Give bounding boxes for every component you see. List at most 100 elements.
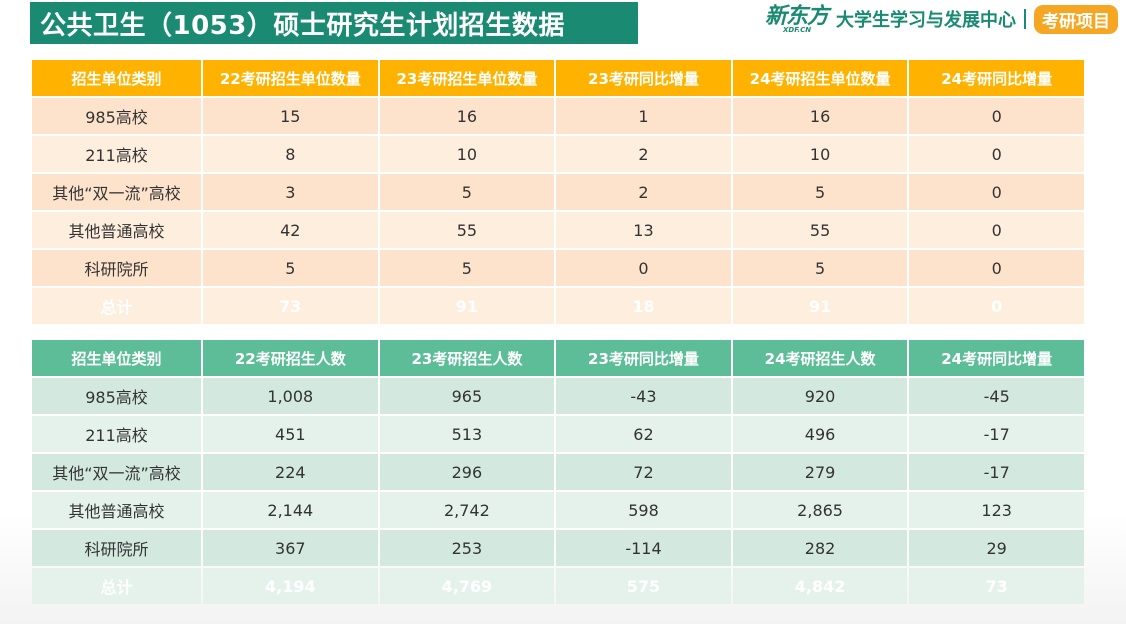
table-row: 211高校 8 10 2 10 0: [32, 136, 1084, 172]
table-cell: -45: [909, 378, 1084, 414]
table-cell: -17: [909, 416, 1084, 452]
table-cell: 1: [556, 98, 731, 134]
table-header-row: 招生单位类别 22考研招生单位数量 23考研招生单位数量 23考研同比增量 24…: [32, 60, 1084, 96]
table-cell: 5: [732, 174, 908, 210]
table-total-row: 总计 73 91 18 91 0: [32, 288, 1084, 324]
brand-header: 新东方 XDF.CN 大学生学习与发展中心 考研项目: [765, 4, 1118, 34]
table-cell: 16: [379, 98, 555, 134]
table-cell: 72: [556, 454, 731, 490]
table-cell: 985高校: [32, 378, 201, 414]
brand-tag-badge: 考研项目: [1034, 4, 1118, 34]
table-cell: 224: [203, 454, 378, 490]
table-cell: 1,008: [203, 378, 378, 414]
table-row: 211高校 451 513 62 496 -17: [32, 416, 1084, 452]
table-cell: 123: [909, 492, 1084, 528]
table-cell: 8: [203, 136, 378, 172]
table-cell: 3: [203, 174, 378, 210]
column-header: 23考研同比增量: [556, 60, 731, 96]
table-cell: 985高校: [32, 98, 201, 134]
total-cell: 18: [556, 288, 731, 324]
table-row: 科研院所 367 253 -114 282 29: [32, 530, 1084, 566]
table-cell: 2,144: [203, 492, 378, 528]
table-cell: 451: [203, 416, 378, 452]
table-cell: 15: [203, 98, 378, 134]
column-header: 22考研招生人数: [203, 340, 378, 376]
column-header: 24考研招生单位数量: [732, 60, 908, 96]
table-cell: -17: [909, 454, 1084, 490]
table-cell: 55: [379, 212, 555, 248]
logo-cn-text: 新东方: [764, 2, 829, 29]
table-cell: 5: [379, 250, 555, 286]
table-row: 科研院所 5 5 0 5 0: [32, 250, 1084, 286]
table-cell: 367: [203, 530, 378, 566]
page-title: 公共卫生（1053）硕士研究生计划招生数据: [30, 2, 638, 44]
table-total-row: 总计 4,194 4,769 575 4,842 73: [32, 568, 1084, 604]
table-cell: 2,865: [732, 492, 908, 528]
table-cell: 5: [732, 250, 908, 286]
column-header: 23考研同比增量: [556, 340, 731, 376]
table-cell: -114: [556, 530, 731, 566]
table-row: 其他普通高校 2,144 2,742 598 2,865 123: [32, 492, 1084, 528]
enrollment-count-table: 招生单位类别 22考研招生人数 23考研招生人数 23考研同比增量 24考研招生…: [30, 338, 1086, 606]
table-cell: 16: [732, 98, 908, 134]
table-cell: 211高校: [32, 416, 201, 452]
total-cell: 0: [909, 288, 1084, 324]
column-header: 招生单位类别: [32, 340, 201, 376]
page-title-text: 公共卫生（1053）硕士研究生计划招生数据: [40, 10, 565, 41]
table-cell: 55: [732, 212, 908, 248]
total-cell: 73: [203, 288, 378, 324]
table-cell: 965: [379, 378, 555, 414]
table-cell: 0: [909, 174, 1084, 210]
total-cell: 91: [379, 288, 555, 324]
total-cell: 575: [556, 568, 731, 604]
table-cell: 科研院所: [32, 250, 201, 286]
total-cell: 91: [732, 288, 908, 324]
table-cell: 598: [556, 492, 731, 528]
table-cell: 科研院所: [32, 530, 201, 566]
table-cell: 10: [379, 136, 555, 172]
table-cell: -43: [556, 378, 731, 414]
table-cell: 42: [203, 212, 378, 248]
table-cell: 2: [556, 174, 731, 210]
table-cell: 0: [909, 136, 1084, 172]
table-cell: 29: [909, 530, 1084, 566]
total-cell: 总计: [32, 288, 201, 324]
table-row: 其他“双一流”高校 224 296 72 279 -17: [32, 454, 1084, 490]
column-header: 24考研招生人数: [732, 340, 908, 376]
table-cell: 253: [379, 530, 555, 566]
table-row: 其他“双一流”高校 3 5 2 5 0: [32, 174, 1084, 210]
column-header: 23考研招生单位数量: [379, 60, 555, 96]
table-cell: 0: [909, 250, 1084, 286]
column-header: 招生单位类别: [32, 60, 201, 96]
table-cell: 5: [379, 174, 555, 210]
total-cell: 4,842: [732, 568, 908, 604]
institution-count-table: 招生单位类别 22考研招生单位数量 23考研招生单位数量 23考研同比增量 24…: [30, 58, 1086, 326]
column-header: 23考研招生人数: [379, 340, 555, 376]
column-header: 24考研同比增量: [909, 340, 1084, 376]
table-cell: 282: [732, 530, 908, 566]
table-cell: 496: [732, 416, 908, 452]
table-cell: 0: [909, 212, 1084, 248]
table-cell: 0: [556, 250, 731, 286]
table-cell: 其他“双一流”高校: [32, 174, 201, 210]
table-header-row: 招生单位类别 22考研招生人数 23考研招生人数 23考研同比增量 24考研招生…: [32, 340, 1084, 376]
total-cell: 4,194: [203, 568, 378, 604]
table-cell: 5: [203, 250, 378, 286]
brand-center-name: 大学生学习与发展中心: [836, 10, 1016, 31]
table-cell: 其他普通高校: [32, 492, 201, 528]
table-cell: 920: [732, 378, 908, 414]
table-row: 其他普通高校 42 55 13 55 0: [32, 212, 1084, 248]
table-cell: 296: [379, 454, 555, 490]
xdf-logo: 新东方 XDF.CN: [764, 2, 829, 34]
total-cell: 73: [909, 568, 1084, 604]
logo-en-text: XDF.CN: [782, 25, 812, 34]
table-row: 985高校 1,008 965 -43 920 -45: [32, 378, 1084, 414]
table-cell: 513: [379, 416, 555, 452]
column-header: 24考研同比增量: [909, 60, 1084, 96]
table-row: 985高校 15 16 1 16 0: [32, 98, 1084, 134]
table-cell: 其他“双一流”高校: [32, 454, 201, 490]
table-cell: 2,742: [379, 492, 555, 528]
table-cell: 13: [556, 212, 731, 248]
table-cell: 10: [732, 136, 908, 172]
table-cell: 其他普通高校: [32, 212, 201, 248]
